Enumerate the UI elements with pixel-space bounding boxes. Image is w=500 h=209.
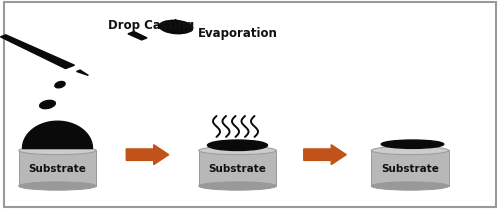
Ellipse shape [371, 182, 449, 190]
Text: Substrate: Substrate [208, 164, 266, 174]
Ellipse shape [371, 146, 449, 155]
Ellipse shape [208, 140, 268, 150]
Polygon shape [76, 70, 88, 75]
Ellipse shape [158, 20, 194, 34]
Ellipse shape [199, 146, 276, 155]
FancyArrow shape [304, 145, 346, 165]
Text: Drop Casting: Drop Casting [108, 19, 194, 32]
Ellipse shape [382, 140, 444, 148]
Ellipse shape [39, 100, 56, 109]
FancyArrow shape [126, 145, 169, 165]
Polygon shape [22, 121, 92, 148]
Bar [19, 150, 96, 186]
Bar [371, 150, 448, 186]
Text: Substrate: Substrate [381, 164, 439, 174]
Ellipse shape [19, 182, 96, 190]
Polygon shape [128, 32, 147, 40]
Polygon shape [0, 35, 74, 69]
Text: Substrate: Substrate [28, 164, 86, 174]
Bar [198, 150, 276, 186]
Ellipse shape [19, 146, 96, 155]
Ellipse shape [54, 81, 66, 89]
Ellipse shape [199, 182, 276, 190]
Text: Evaporation: Evaporation [198, 27, 278, 40]
